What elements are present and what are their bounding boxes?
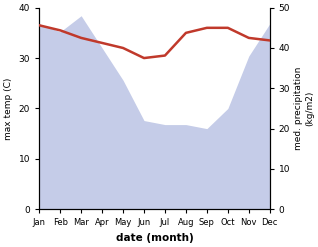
Y-axis label: max temp (C): max temp (C) bbox=[4, 77, 13, 140]
X-axis label: date (month): date (month) bbox=[116, 233, 193, 243]
Y-axis label: med. precipitation
(kg/m2): med. precipitation (kg/m2) bbox=[294, 67, 314, 150]
